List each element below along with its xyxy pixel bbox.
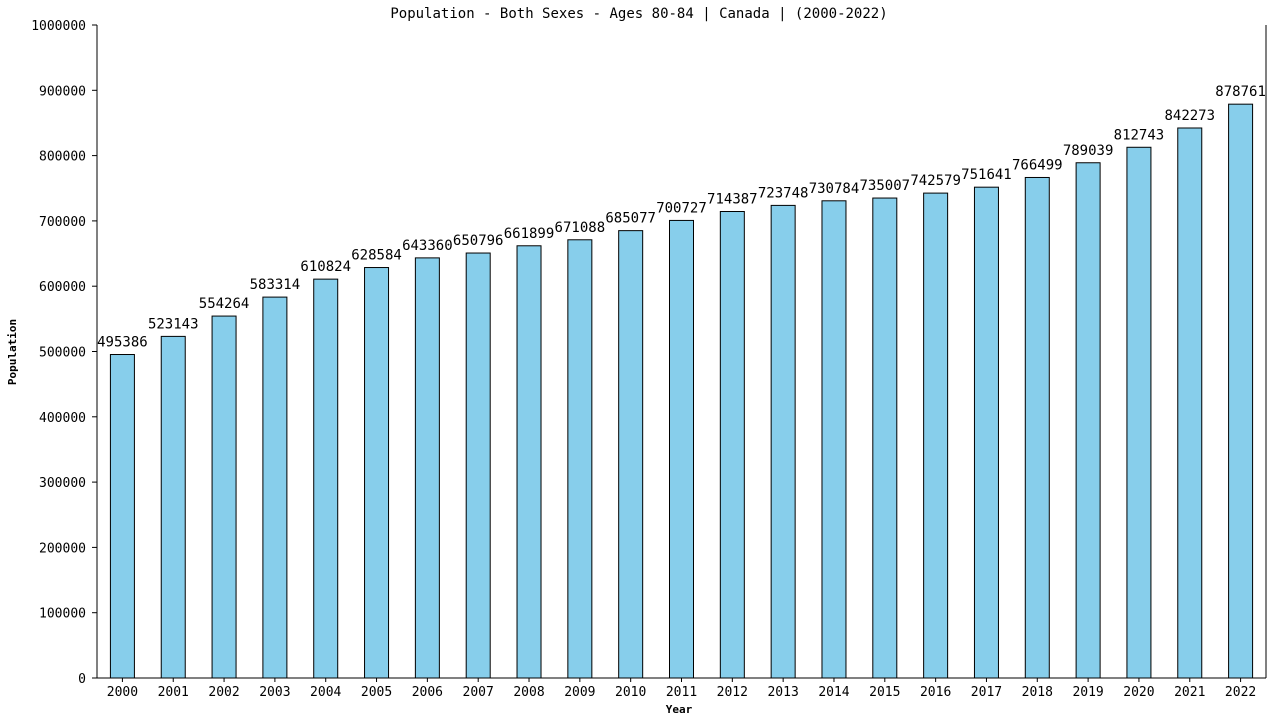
y-tick-label: 1000000 xyxy=(31,19,86,34)
bar xyxy=(516,245,542,679)
data-label: 878761 xyxy=(1215,84,1266,100)
x-tick-label: 2015 xyxy=(869,685,900,700)
bar xyxy=(1024,176,1050,679)
x-tick-label: 2021 xyxy=(1174,685,1205,700)
y-axis-label: Population xyxy=(6,319,19,385)
x-axis-label: Year xyxy=(666,703,693,716)
data-label: 789039 xyxy=(1063,143,1114,159)
data-label: 700727 xyxy=(656,200,707,216)
y-tick-label: 100000 xyxy=(39,607,86,622)
bar xyxy=(1075,162,1101,679)
x-tick-label: 2017 xyxy=(971,685,1002,700)
bar xyxy=(1126,146,1152,679)
data-label: 610824 xyxy=(300,259,351,275)
data-label: 650796 xyxy=(453,233,504,249)
data-label: 730784 xyxy=(809,181,860,197)
bar xyxy=(872,197,898,679)
data-label: 661899 xyxy=(504,226,555,242)
x-tick-label: 2007 xyxy=(463,685,494,700)
bar xyxy=(109,354,135,679)
x-tick-label: 2008 xyxy=(513,685,544,700)
x-tick-label: 2010 xyxy=(615,685,646,700)
x-tick-label: 2020 xyxy=(1123,685,1154,700)
data-label: 714387 xyxy=(707,192,758,208)
y-tick-label: 900000 xyxy=(39,84,86,99)
x-tick-label: 2004 xyxy=(310,685,341,700)
data-label: 495386 xyxy=(97,335,148,351)
y-tick-label: 0 xyxy=(78,672,86,687)
data-label: 735007 xyxy=(860,178,911,194)
bar xyxy=(973,186,999,679)
data-label: 842273 xyxy=(1164,108,1215,124)
data-label: 766499 xyxy=(1012,157,1063,173)
chart-title: Population - Both Sexes - Ages 80-84 | C… xyxy=(390,6,887,22)
data-label: 751641 xyxy=(961,167,1012,183)
data-label: 583314 xyxy=(250,277,301,293)
data-label: 628584 xyxy=(351,248,402,264)
bar xyxy=(770,204,796,679)
y-tick-label: 800000 xyxy=(39,150,86,165)
bar xyxy=(313,278,339,679)
bars xyxy=(109,103,1254,679)
bar xyxy=(414,257,440,679)
y-tick-label: 300000 xyxy=(39,476,86,491)
bar xyxy=(211,315,237,679)
y-tick-label: 500000 xyxy=(39,346,86,361)
y-axis: 0 100000 200000 300000 400000 500000 600000 700… xyxy=(31,19,1267,687)
x-tick-label: 2014 xyxy=(818,685,849,700)
x-tick-label: 2022 xyxy=(1225,685,1256,700)
bar xyxy=(669,219,694,679)
x-tick-label: 2018 xyxy=(1022,685,1053,700)
x-tick-label: 2002 xyxy=(208,685,239,700)
data-label: 685077 xyxy=(605,211,656,227)
bar xyxy=(821,200,847,679)
x-tick-label: 2003 xyxy=(259,685,290,700)
x-tick-label: 2006 xyxy=(412,685,443,700)
x-tick-label: 2011 xyxy=(666,685,697,700)
bar xyxy=(1177,127,1203,679)
bar xyxy=(923,192,949,679)
bar xyxy=(262,296,288,679)
y-tick-label: 200000 xyxy=(39,541,86,556)
bar xyxy=(465,252,491,679)
x-tick-label: 2009 xyxy=(564,685,595,700)
bar xyxy=(160,335,186,679)
bar xyxy=(618,230,644,679)
bar xyxy=(1228,103,1254,679)
data-label: 742579 xyxy=(910,173,961,189)
data-label: 643360 xyxy=(402,238,453,254)
x-tick-label: 2005 xyxy=(361,685,392,700)
x-tick-label: 2012 xyxy=(717,685,748,700)
x-tick-label: 2016 xyxy=(920,685,951,700)
y-tick-label: 400000 xyxy=(39,411,86,426)
y-tick-label: 700000 xyxy=(39,215,86,230)
x-tick-label: 2001 xyxy=(158,685,189,700)
bar xyxy=(567,239,593,679)
y-tick-label: 600000 xyxy=(39,280,86,295)
data-label: 723748 xyxy=(758,185,809,201)
bar xyxy=(719,211,745,679)
x-tick-label: 2013 xyxy=(767,685,798,700)
data-label: 671088 xyxy=(555,220,606,236)
data-label: 523143 xyxy=(148,316,199,332)
x-tick-label: 2019 xyxy=(1072,685,1103,700)
bar xyxy=(364,267,390,679)
x-tick-label: 2000 xyxy=(107,685,138,700)
data-label: 812743 xyxy=(1114,127,1165,143)
x-axis: 2000 2001 2002 2003 2004 2005 2006 2007 2008 2009… xyxy=(97,677,1266,700)
data-label: 554264 xyxy=(199,296,250,312)
